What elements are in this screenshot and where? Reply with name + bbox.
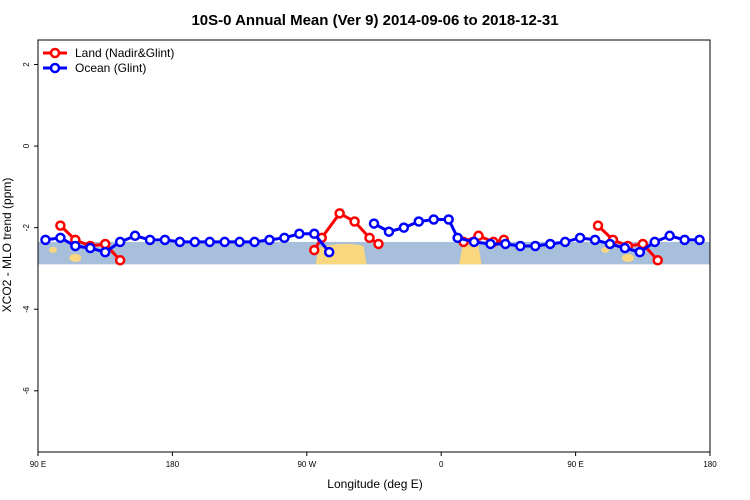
data-point: [604, 238, 616, 250]
data-point: [70, 240, 81, 252]
data-point: [294, 228, 305, 240]
map-island-a-0: [48, 246, 57, 253]
data-point: [40, 234, 51, 246]
data-point: [500, 238, 511, 250]
x-tick-label: 0: [439, 460, 444, 469]
data-point: [589, 234, 601, 246]
data-point: [309, 228, 320, 240]
data-point: [204, 236, 215, 248]
y-tick-label: 2: [22, 62, 31, 67]
data-point: [413, 216, 425, 227]
data-point: [323, 246, 335, 258]
legend-swatch-point: [49, 62, 61, 74]
legend-label: Land (Nadir&Glint): [75, 46, 174, 60]
data-point: [398, 222, 410, 233]
plot-area: 90 E 180 90 W 0 90 E 180 2 0 -2 -4 -6: [22, 39, 717, 469]
data-point: [114, 255, 126, 266]
data-point: [99, 238, 111, 250]
x-axis-label: Longitude (deg E): [327, 477, 422, 491]
data-point: [544, 238, 556, 250]
data-point: [144, 234, 156, 246]
data-point: [309, 244, 320, 256]
data-point: [559, 236, 571, 248]
data-point: [85, 242, 96, 254]
data-point: [249, 236, 260, 248]
map-land-1: [459, 243, 482, 265]
x-tick-label: 90 W: [297, 460, 316, 469]
data-point: [383, 226, 395, 237]
x-tick-label: 180: [703, 460, 717, 469]
legend-swatch-point: [49, 47, 61, 59]
data-point: [189, 236, 201, 248]
plot-frame: [37, 39, 711, 453]
data-point: [694, 234, 705, 246]
data-point: [279, 232, 290, 244]
data-point: [485, 238, 496, 250]
data-point: [114, 236, 126, 248]
data-point: [264, 234, 275, 246]
data-point: [574, 232, 586, 244]
data-point: [649, 236, 660, 248]
data-point: [219, 236, 230, 248]
data-point: [652, 255, 663, 266]
data-point: [515, 240, 526, 252]
x-tick-label: 90 E: [567, 460, 583, 469]
data-point: [452, 232, 463, 244]
data-point: [129, 230, 141, 242]
legend: Land (Nadir&Glint)Ocean (Glint): [43, 46, 174, 75]
map-island-b-0: [69, 253, 82, 262]
data-point: [619, 242, 631, 254]
map-ocean-band: [38, 241, 710, 265]
data-point: [174, 236, 186, 248]
data-point: [428, 214, 439, 225]
y-tick-label: 0: [22, 143, 31, 148]
data-point: [530, 240, 541, 252]
x-tick-label: 90 E: [30, 460, 46, 469]
data-point: [349, 216, 360, 227]
data-point: [368, 218, 380, 229]
y-tick-label: -2: [22, 224, 31, 232]
y-axis-label: XCO2 - MLO trend (ppm): [0, 178, 14, 313]
data-point: [373, 238, 384, 250]
chart-title: 10S-0 Annual Mean (Ver 9) 2014-09-06 to …: [191, 12, 558, 29]
data-point: [664, 230, 675, 242]
data-point: [443, 214, 454, 225]
data-point: [55, 220, 66, 231]
data-point: [634, 246, 646, 258]
data-point: [55, 232, 66, 244]
data-point: [468, 236, 480, 248]
series-1: [40, 214, 705, 258]
map-island-b-1: [621, 253, 634, 262]
y-tick-label: -4: [22, 305, 31, 313]
x-tick-label: 180: [166, 460, 180, 469]
data-point: [679, 234, 690, 246]
data-point: [364, 232, 375, 244]
data-point: [234, 236, 245, 248]
data-point: [334, 208, 345, 219]
data-point: [99, 246, 111, 258]
y-tick-label: -6: [22, 387, 31, 395]
data-point: [592, 220, 604, 231]
data-point: [159, 234, 171, 246]
legend-label: Ocean (Glint): [75, 61, 146, 75]
